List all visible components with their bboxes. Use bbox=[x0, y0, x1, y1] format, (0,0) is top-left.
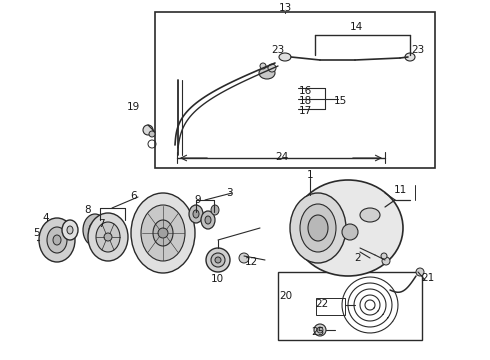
Text: 12: 12 bbox=[245, 257, 258, 267]
Ellipse shape bbox=[279, 53, 291, 61]
Text: 2: 2 bbox=[355, 253, 361, 263]
Ellipse shape bbox=[201, 211, 215, 229]
Text: 16: 16 bbox=[298, 86, 312, 96]
Text: 23: 23 bbox=[271, 45, 285, 55]
Ellipse shape bbox=[83, 214, 107, 246]
Circle shape bbox=[149, 131, 155, 137]
Text: 23: 23 bbox=[412, 45, 425, 55]
Text: 5: 5 bbox=[33, 228, 39, 238]
Circle shape bbox=[104, 233, 112, 241]
Text: 14: 14 bbox=[349, 22, 363, 32]
Circle shape bbox=[206, 248, 230, 272]
Ellipse shape bbox=[300, 204, 336, 252]
Text: 17: 17 bbox=[298, 106, 312, 116]
Ellipse shape bbox=[62, 220, 78, 240]
Text: 22: 22 bbox=[316, 299, 329, 309]
Ellipse shape bbox=[308, 215, 328, 241]
Circle shape bbox=[239, 253, 249, 263]
Text: 10: 10 bbox=[210, 274, 223, 284]
Text: 19: 19 bbox=[126, 102, 140, 112]
Ellipse shape bbox=[193, 210, 199, 218]
Ellipse shape bbox=[205, 216, 211, 224]
Circle shape bbox=[260, 63, 266, 69]
Text: 20: 20 bbox=[279, 291, 293, 301]
Ellipse shape bbox=[153, 220, 173, 246]
Ellipse shape bbox=[189, 205, 203, 223]
Ellipse shape bbox=[290, 193, 346, 263]
Circle shape bbox=[381, 253, 387, 259]
Ellipse shape bbox=[39, 218, 75, 262]
Circle shape bbox=[317, 327, 323, 333]
Bar bbox=[155, 12, 435, 168]
Ellipse shape bbox=[47, 227, 67, 253]
Circle shape bbox=[211, 253, 225, 267]
Ellipse shape bbox=[96, 222, 120, 252]
Text: 7: 7 bbox=[98, 219, 104, 229]
Circle shape bbox=[416, 268, 424, 276]
Ellipse shape bbox=[259, 67, 275, 79]
Text: 21: 21 bbox=[421, 273, 435, 283]
Ellipse shape bbox=[89, 222, 101, 238]
Ellipse shape bbox=[67, 226, 73, 234]
Text: 3: 3 bbox=[226, 188, 232, 198]
Circle shape bbox=[158, 228, 168, 238]
Text: 11: 11 bbox=[393, 185, 407, 195]
Text: 24: 24 bbox=[275, 152, 289, 162]
Text: 13: 13 bbox=[278, 3, 292, 13]
Ellipse shape bbox=[360, 208, 380, 222]
Text: 25: 25 bbox=[311, 327, 325, 337]
Ellipse shape bbox=[131, 193, 195, 273]
Text: 1: 1 bbox=[307, 170, 313, 180]
Circle shape bbox=[215, 257, 221, 263]
Ellipse shape bbox=[293, 180, 403, 276]
Circle shape bbox=[143, 125, 153, 135]
Text: 9: 9 bbox=[195, 195, 201, 205]
Ellipse shape bbox=[405, 53, 415, 61]
Ellipse shape bbox=[88, 213, 128, 261]
Text: 15: 15 bbox=[333, 96, 346, 106]
Bar bbox=[316, 298, 345, 315]
Circle shape bbox=[268, 64, 276, 72]
Circle shape bbox=[382, 257, 390, 265]
Ellipse shape bbox=[211, 205, 219, 215]
Text: 18: 18 bbox=[298, 96, 312, 106]
Text: 8: 8 bbox=[85, 205, 91, 215]
Ellipse shape bbox=[53, 235, 61, 245]
Circle shape bbox=[314, 324, 326, 336]
Ellipse shape bbox=[141, 205, 185, 261]
Bar bbox=[278, 272, 422, 340]
Text: 6: 6 bbox=[131, 191, 137, 201]
Circle shape bbox=[342, 224, 358, 240]
Text: 4: 4 bbox=[43, 213, 49, 223]
